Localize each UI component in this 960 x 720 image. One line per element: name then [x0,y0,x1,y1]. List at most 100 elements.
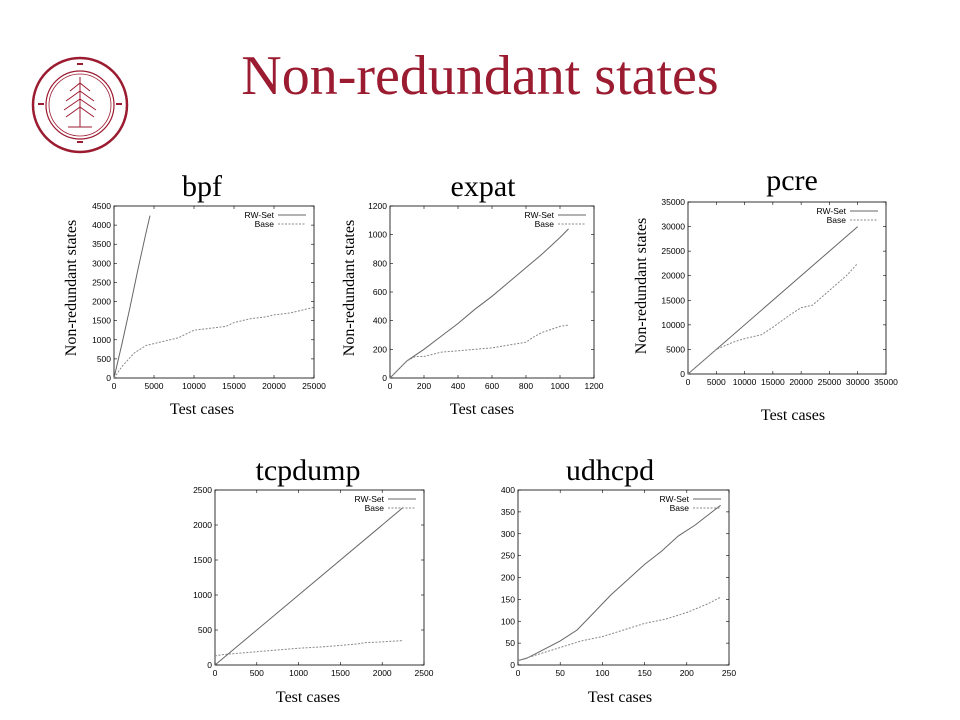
y-tick-label: 25000 [661,246,685,256]
series-line-base [517,596,721,662]
y-tick-label: 2500 [92,277,111,287]
slide-title: Non-redundant states [241,45,719,107]
y-tick-label: 800 [373,258,387,268]
x-tick-label: 600 [485,381,499,391]
y-tick-label: 150 [501,594,515,604]
chart-bpf: 0 500 1000 1500 2000 2500 3000 3500 4000 4500 0 500… [92,201,326,391]
x-tick-label: 10000 [182,381,206,391]
chart-title-tcpdump: tcpdump [255,454,361,487]
x-tick-label: 5000 [707,377,726,387]
x-tick-label: 30000 [846,377,870,387]
x-tick-label: 10000 [733,377,757,387]
y-tick-label: 250 [501,551,515,561]
plot-frame [687,201,887,375]
y-tick-label: 0 [680,369,685,379]
y-tick-label: 0 [207,660,212,670]
y-tick-label: 0 [510,660,515,670]
x-tick-label: 15000 [761,377,785,387]
chart-udhcpd: 0 50 100 150 200 250 300 350 400 0 50 100 150 200 250 R… [501,485,737,678]
y-tick-label: 200 [373,344,387,354]
y-tick-label: 20000 [661,271,685,281]
x-tick-label: 400 [451,381,465,391]
x-tick-label: 0 [516,668,521,678]
legend-label: RW-Set [817,206,847,216]
plot-frame [214,489,425,666]
university-seal-logo [31,56,129,154]
y-tick-label: 3500 [92,239,111,249]
chart-title-udhcpd: udhcpd [565,454,655,487]
y-tick-label: 500 [198,625,212,635]
x-tick-label: 20000 [789,377,813,387]
chart-title-expat: expat [450,170,516,203]
y-tick-label: 600 [373,287,387,297]
y-tick-label: 0 [106,373,111,383]
series-line-rw-set [113,215,151,379]
x-tick-label: 1000 [551,381,570,391]
series-line-base [389,324,569,379]
y-tick-label: 100 [501,616,515,626]
ylabel-bpf: Non-redundant states [63,219,80,357]
y-tick-label: 3000 [92,258,111,268]
y-tick-label: 350 [501,507,515,517]
y-tick-label: 2000 [193,520,212,530]
y-tick-label: 1200 [368,201,387,211]
series-line-rw-set [517,504,721,662]
x-tick-label: 250 [722,668,736,678]
x-tick-label: 0 [112,381,117,391]
x-tick-label: 1000 [289,668,308,678]
y-tick-label: 2000 [92,297,111,307]
y-tick-label: 1000 [368,230,387,240]
x-tick-label: 200 [680,668,694,678]
y-tick-label: 1000 [92,335,111,345]
y-tick-label: 4000 [92,220,111,230]
x-tick-label: 2500 [415,668,434,678]
legend-label: RW-Set [245,210,275,220]
x-tick-label: 100 [595,668,609,678]
legend-label: RW-Set [355,494,385,504]
legend-label: Base [365,503,385,513]
y-tick-label: 5000 [666,344,685,354]
x-tick-label: 1500 [331,668,350,678]
y-tick-label: 1500 [92,316,111,326]
y-tick-label: 300 [501,529,515,539]
x-tick-label: 1200 [585,381,604,391]
y-tick-label: 2500 [193,485,212,495]
x-tick-label: 0 [388,381,393,391]
plot-frame [517,489,730,666]
series-line-base [214,640,404,657]
legend-label: Base [670,503,690,513]
ylabel-expat: Non-redundant states [341,219,358,357]
xlabel-pcre: Test cases [760,407,826,424]
xlabel-expat: Test cases [449,401,515,418]
chart-expat: 0 200 400 600 800 1000 1200 0 200 400 600 800 1000 12… [368,201,604,391]
legend-label: Base [827,215,847,225]
x-tick-label: 0 [213,668,218,678]
series-line-rw-set [214,507,404,666]
series-line-base [687,263,859,375]
y-tick-label: 30000 [661,222,685,232]
series-line-rw-set [389,228,569,379]
y-tick-label: 500 [97,354,111,364]
series-line-base [113,306,315,379]
xlabel-bpf: Test cases [169,401,235,418]
x-tick-label: 500 [250,668,264,678]
x-tick-label: 20000 [262,381,286,391]
y-tick-label: 50 [506,638,516,648]
xlabel-tcpdump: Test cases [275,689,341,706]
y-tick-label: 0 [382,373,387,383]
legend-label: RW-Set [660,494,690,504]
plot-frame [113,205,315,379]
x-tick-label: 35000 [874,377,898,387]
legend-label: Base [255,219,275,229]
y-tick-label: 400 [501,485,515,495]
x-tick-label: 0 [686,377,691,387]
y-tick-label: 1500 [193,555,212,565]
series-line-rw-set [687,226,859,375]
legend-label: RW-Set [525,210,555,220]
y-tick-label: 4500 [92,201,111,211]
x-tick-label: 15000 [222,381,246,391]
chart-title-bpf: bpf [182,170,222,203]
y-tick-label: 15000 [661,295,685,305]
legend-label: Base [535,219,555,229]
x-tick-label: 25000 [302,381,326,391]
